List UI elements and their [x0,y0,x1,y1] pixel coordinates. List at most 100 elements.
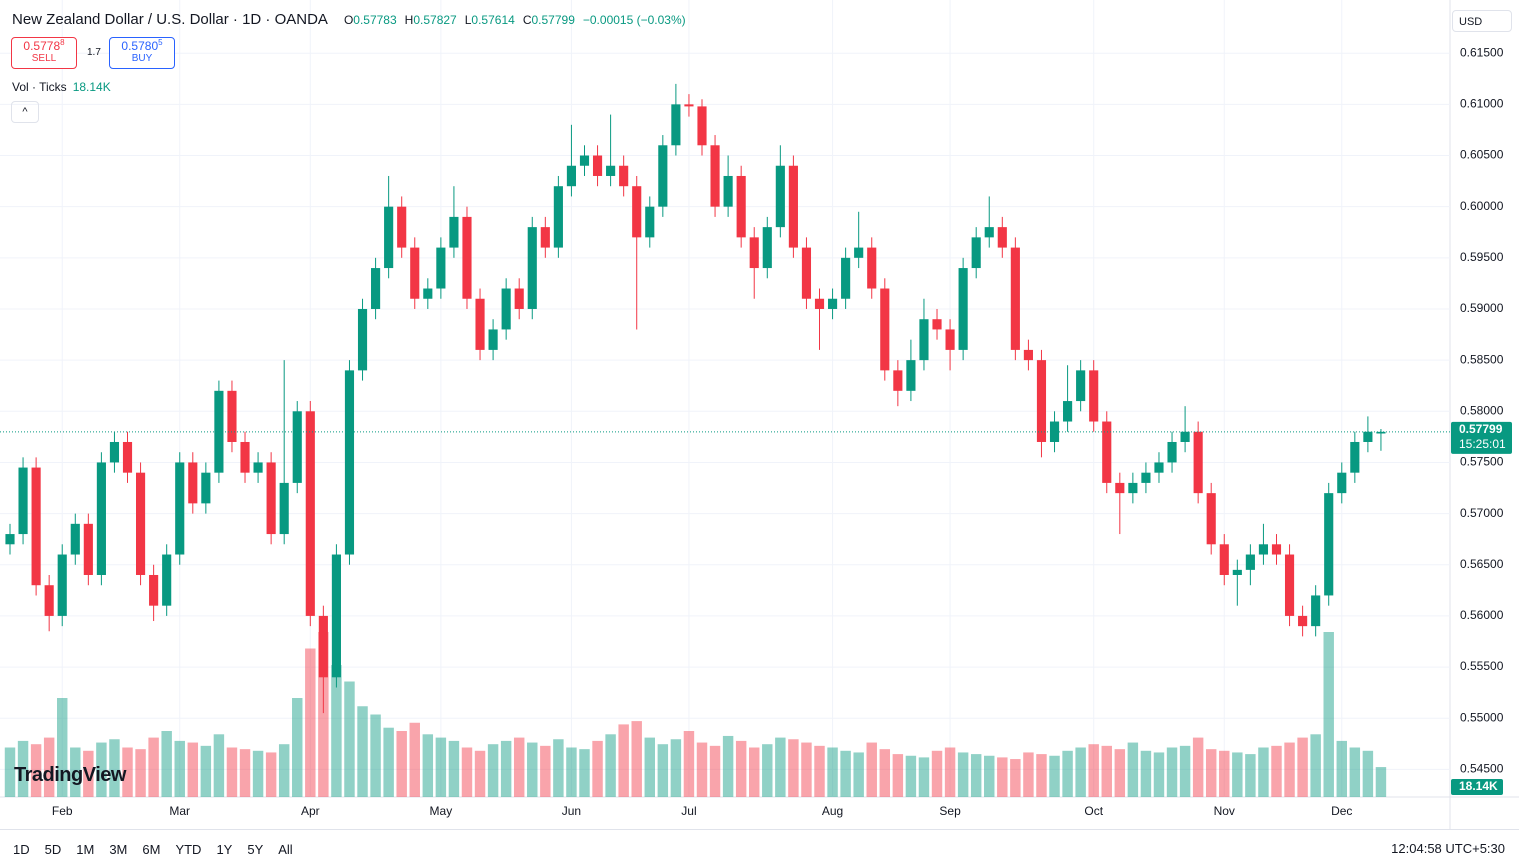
volume-bar [83,750,94,797]
candle-body [109,441,120,463]
currency-select[interactable]: USD [1452,10,1512,32]
x-tick-label: Jun [562,804,581,818]
volume-bar [4,747,16,797]
range-button[interactable]: 1Y [216,841,233,857]
y-tick-label: 0.58000 [1460,403,1504,417]
candle-body [1076,370,1086,402]
volume-bar [1036,754,1047,797]
x-tick-label: Oct [1084,804,1103,818]
candle-body [57,554,67,616]
candle-body [971,237,981,269]
candle-body [566,165,577,187]
y-tick-label: 0.58500 [1460,352,1504,366]
volume-legend: Vol · Ticks 18.14K [12,80,111,94]
x-tick-label: Jul [681,804,696,818]
volume-bar [318,632,329,797]
volume-bar [527,742,538,797]
buy-button[interactable]: 0.57805 BUY [109,37,175,69]
volume-bar [1192,737,1204,797]
volume-bar [278,744,290,797]
volume-bar [670,739,682,797]
candle-body [1245,554,1255,570]
volume-bar [357,706,368,797]
y-tick-label: 0.60500 [1460,148,1504,162]
buy-label: BUY [131,53,153,64]
range-button[interactable]: 5Y [247,841,264,857]
collapse-button[interactable]: ^ [11,101,39,123]
candle-body [684,104,694,107]
countdown: 15:25:01 [1459,437,1506,451]
candle-body [1049,421,1060,442]
volume-bar [200,745,212,797]
candle-body [227,390,237,442]
sell-pipette: 8 [60,38,65,47]
candle-body [188,462,198,504]
candle-body [1284,554,1295,616]
x-tick-label: Apr [301,804,320,818]
volume-bar [1271,745,1282,797]
volume-bar [422,734,434,797]
candle-body [5,534,15,545]
volume-bar [109,739,120,797]
sell-button[interactable]: 0.57788 SELL [11,37,77,69]
candle-body [514,288,524,309]
sell-label: SELL [31,53,57,64]
volume-bar [801,742,812,797]
volume-bar [344,681,355,797]
y-tick-label: 0.55000 [1460,710,1504,724]
last-price-badge [1451,421,1512,454]
volume-bar [30,744,42,797]
candle-body [1206,493,1216,545]
high: H0.57827 [404,12,457,27]
candle-body [410,247,420,299]
x-tick-label: Dec [1331,804,1352,818]
candle-body [214,390,224,473]
range-button[interactable]: 1D [13,841,30,857]
volume-bar [566,747,577,797]
volume-bar [43,737,55,797]
candle-body [1350,441,1360,473]
volume-bar [970,754,982,797]
candle-body [671,104,681,146]
volume-bar [827,747,838,797]
candle-body [462,216,472,299]
candle-body [645,206,655,238]
y-tick-label: 0.54500 [1460,762,1504,776]
volume-bar [500,740,512,797]
candle-body [932,319,942,330]
range-button[interactable]: 1M [76,841,95,857]
volume-bar [853,752,864,797]
volume-bar [749,747,760,797]
volume-badge [1451,779,1503,795]
volume-bar [1010,759,1021,797]
volume-bar [1023,752,1034,797]
volume-bar [1258,747,1269,797]
volume-bar [644,737,655,797]
range-button[interactable]: YTD [175,841,202,857]
candle-body [96,462,106,575]
candle-body [501,288,511,330]
sell-price: 0.5778 [23,39,61,53]
range-button[interactable]: All [278,841,293,857]
candle-body [553,186,563,248]
range-button[interactable]: 3M [109,841,128,857]
candle-body [423,288,433,299]
volume-bar [1245,754,1256,797]
x-tick-label: May [430,804,453,818]
volume-bar [1179,745,1191,797]
volume-bar [448,740,460,797]
volume-bar [513,737,525,797]
candle-body [762,227,772,269]
y-tick-label: 0.59000 [1460,301,1504,315]
buy-price: 0.5780 [121,39,159,53]
volume-bar [252,750,264,797]
close: C0.57799 [522,12,575,27]
volume-bar [722,735,734,797]
volume-bar [187,742,199,797]
volume-bar [997,757,1008,797]
volume-bar [305,648,316,797]
range-button[interactable]: 6M [142,841,161,857]
candle-body [723,175,733,207]
volume-bar [461,747,473,797]
range-button[interactable]: 5D [44,841,62,857]
